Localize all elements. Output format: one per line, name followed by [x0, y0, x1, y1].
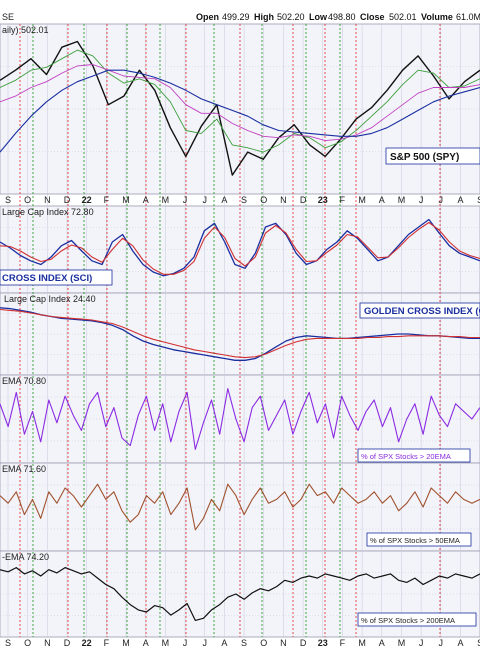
pct200-panel-label: -EMA 74.20	[2, 552, 49, 562]
x-tick-label-upper: A	[143, 195, 149, 205]
x-tick-label-lower: F	[104, 638, 110, 648]
spy-annotation-text: S&P 500 (SPY)	[390, 152, 459, 163]
pct50-panel-label: EMA 71.60	[2, 464, 46, 474]
x-tick-label-lower: J	[419, 638, 424, 648]
x-tick-label-lower: J	[202, 638, 207, 648]
x-tick-label-lower: M	[398, 638, 406, 648]
x-tick-label-lower: S	[477, 638, 480, 648]
close-value: 502.01	[389, 12, 417, 22]
x-tick-label-lower: A	[221, 638, 227, 648]
x-tick-label-lower: N	[44, 638, 51, 648]
series-line-panel0-s0	[0, 40, 480, 176]
series-line-panel1-s1	[0, 221, 480, 275]
x-tick-label-upper: D	[64, 195, 71, 205]
x-tick-label-lower: F	[340, 638, 346, 648]
pct20-annotation-text: % of SPX Stocks > 20EMA	[361, 452, 451, 461]
x-tick-label-lower: S	[241, 638, 247, 648]
spy-annotation: S&P 500 (SPY)	[385, 147, 480, 165]
x-tick-label-upper: S	[5, 195, 11, 205]
price-panel-label: aily) 502.01	[2, 25, 49, 35]
pct200-annotation: % of SPX Stocks > 200EMA	[357, 612, 477, 627]
series-line-panel5-s0	[0, 566, 480, 622]
x-tick-label-upper: J	[202, 195, 207, 205]
gci-panel-label: Large Cap Index 24.40	[4, 294, 96, 304]
pct50-annotation: % of SPX Stocks > 50EMA	[366, 532, 472, 547]
x-tick-label-upper: 22	[82, 195, 92, 205]
x-tick-label-upper: S	[241, 195, 247, 205]
x-tick-label-upper: A	[379, 195, 385, 205]
x-tick-label-lower: 22	[82, 638, 92, 648]
x-tick-label-upper: O	[24, 195, 31, 205]
x-tick-label-lower: A	[143, 638, 149, 648]
x-tick-label-lower: A	[379, 638, 385, 648]
x-tick-label-lower: J	[183, 638, 188, 648]
x-tick-label-upper: M	[398, 195, 406, 205]
x-tick-label-upper: J	[183, 195, 188, 205]
x-tick-label-lower: N	[280, 638, 287, 648]
symbol-fragment: SE	[2, 12, 14, 22]
close-label: Close	[360, 12, 385, 22]
x-tick-label-upper: O	[260, 195, 267, 205]
x-tick-label-upper: F	[340, 195, 346, 205]
x-tick-label-upper: D	[300, 195, 307, 205]
series-line-panel0-s3	[0, 69, 480, 153]
x-tick-label-lower: O	[260, 638, 267, 648]
x-tick-label-upper: S	[477, 195, 480, 205]
sci-panel-label: Large Cap Index 72.80	[2, 207, 94, 217]
open-value: 499.29	[222, 12, 250, 22]
x-tick-label-lower: S	[5, 638, 11, 648]
x-tick-label-lower: J	[439, 638, 444, 648]
quote-header: SE Open 499.29 High 502.20 Low 498.80 Cl…	[2, 12, 480, 22]
x-tick-label-upper: M	[122, 195, 130, 205]
x-tick-label-upper: N	[44, 195, 51, 205]
pct20-panel-label: EMA 70.80	[2, 376, 46, 386]
x-tick-label-upper: N	[280, 195, 287, 205]
x-tick-label-lower: M	[122, 638, 130, 648]
x-tick-label-upper: J	[439, 195, 444, 205]
sci-annotation-text: CROSS INDEX (SCI)	[2, 273, 92, 284]
x-tick-label-upper: M	[162, 195, 170, 205]
series-line-panel0-s2	[0, 64, 480, 142]
high-label: High	[254, 12, 274, 22]
x-tick-label-upper: A	[221, 195, 227, 205]
x-tick-label-upper: 23	[318, 195, 328, 205]
x-tick-label-lower: D	[64, 638, 71, 648]
volume-label: Volume	[421, 12, 453, 22]
series-layer	[0, 40, 480, 622]
open-label: Open	[196, 12, 219, 22]
series-line-panel2-s1	[0, 308, 480, 359]
pct200-annotation-text: % of SPX Stocks > 200EMA	[361, 616, 455, 625]
x-tick-label-upper: J	[419, 195, 424, 205]
pct20-annotation: % of SPX Stocks > 20EMA	[357, 448, 471, 463]
x-axis-labels: S S O O N N D D 22 22 F F M M A A M M J J J J A A S S O O N N D D 23 23 F F…	[5, 195, 480, 648]
low-label: Low	[309, 12, 328, 22]
series-line-panel0-s1	[0, 49, 480, 153]
pct50-annotation-text: % of SPX Stocks > 50EMA	[370, 536, 460, 545]
series-line-panel2-s0	[0, 307, 480, 361]
x-tick-label-lower: A	[457, 638, 463, 648]
x-tick-label-lower: D	[300, 638, 307, 648]
x-tick-label-upper: A	[457, 195, 463, 205]
x-tick-label-lower: M	[358, 638, 366, 648]
x-tick-label-lower: O	[24, 638, 31, 648]
series-line-panel1-s0	[0, 218, 480, 277]
series-line-panel4-s0	[0, 483, 480, 531]
x-tick-label-lower: M	[162, 638, 170, 648]
x-tick-label-upper: F	[104, 195, 110, 205]
sci-annotation: CROSS INDEX (SCI)	[0, 269, 113, 286]
x-tick-label-upper: M	[358, 195, 366, 205]
series-line-panel3-s0	[0, 388, 480, 450]
gci-annotation: GOLDEN CROSS INDEX (G	[359, 302, 480, 319]
gci-annotation-text: GOLDEN CROSS INDEX (G	[364, 306, 480, 317]
high-value: 502.20	[277, 12, 305, 22]
low-value: 498.80	[328, 12, 356, 22]
volume-value: 61.0M	[456, 12, 480, 22]
x-tick-label-lower: 23	[318, 638, 328, 648]
